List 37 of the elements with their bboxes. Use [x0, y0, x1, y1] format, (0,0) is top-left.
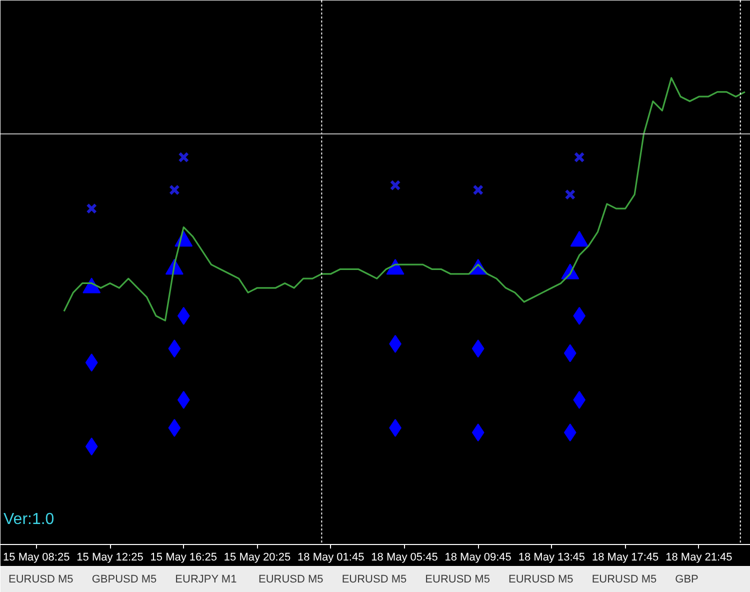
point	[564, 424, 576, 442]
point	[564, 189, 576, 200]
point	[472, 184, 484, 196]
point	[472, 424, 484, 442]
x-tick-label: 15 May 08:25	[3, 552, 70, 564]
point	[169, 184, 180, 196]
point	[472, 340, 484, 358]
point	[177, 306, 190, 325]
point	[178, 152, 190, 163]
x-tick-label: 18 May 21:45	[666, 552, 732, 564]
x-tick-label: 18 May 09:45	[444, 552, 512, 564]
text: EURJPY M1	[175, 574, 237, 586]
point	[168, 340, 181, 358]
x-tick-label: 15 May 20:25	[224, 552, 291, 564]
point	[574, 152, 585, 163]
text: EURUSD M5	[508, 574, 574, 586]
point	[168, 418, 181, 437]
x-tick-label: 18 May 17:45	[592, 552, 659, 564]
text: GBPUSD M5	[92, 574, 157, 586]
text: EURUSD M5	[258, 574, 324, 586]
point	[564, 344, 576, 362]
text: EURUSD M5	[425, 574, 490, 586]
text: EURUSD M5	[342, 574, 407, 586]
point	[85, 354, 98, 372]
point	[86, 203, 97, 214]
x-tick-label: 15 May 16:25	[150, 552, 217, 564]
point	[85, 438, 98, 456]
x-tick-label: 18 May 05:45	[371, 552, 438, 564]
annotation: Ver:1.0	[4, 511, 54, 528]
text: GBP	[675, 574, 698, 586]
x-tick-label: 18 May 01:45	[298, 552, 364, 564]
text: EURUSD M5	[592, 574, 657, 586]
x-tick-label: 18 May 13:45	[518, 552, 586, 564]
point	[177, 390, 190, 409]
x-tick-label: 15 May 12:25	[76, 552, 144, 564]
point	[390, 180, 401, 191]
text: EURUSD M5	[8, 574, 74, 586]
